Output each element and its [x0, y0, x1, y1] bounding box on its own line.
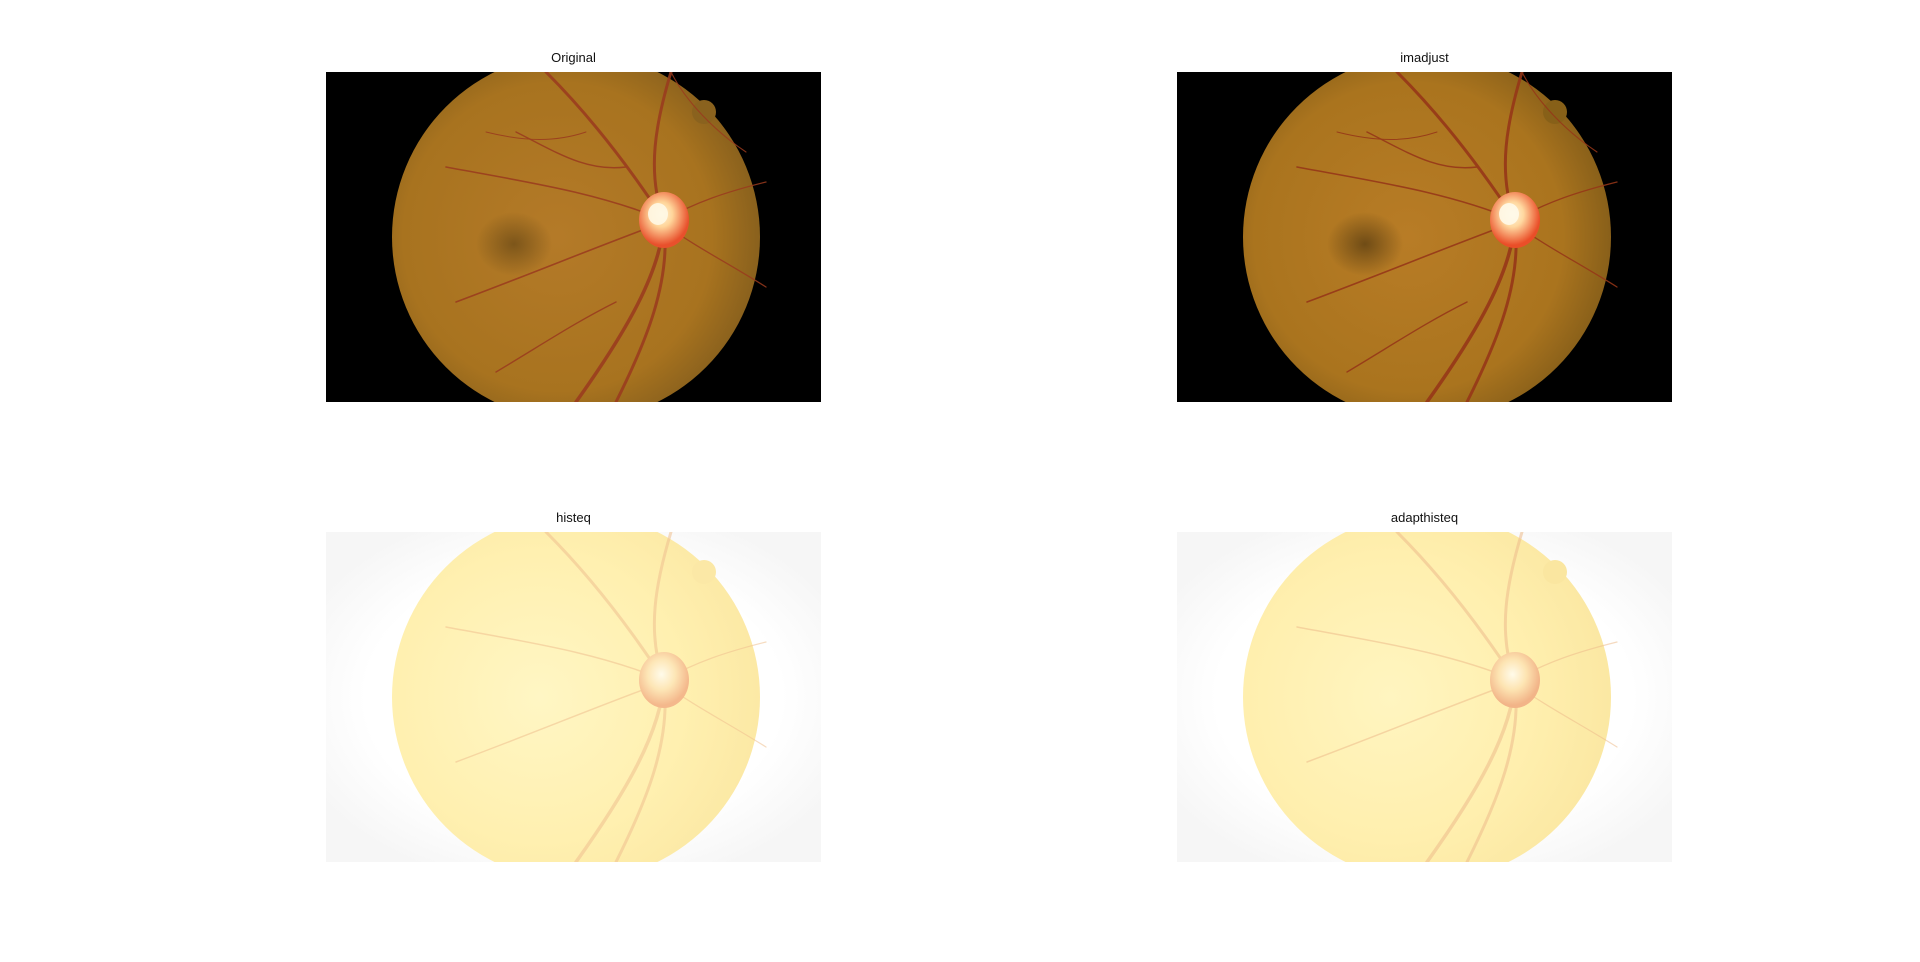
optic-disc [639, 652, 689, 708]
optic-disc [1490, 652, 1540, 708]
panel-title: adapthisteq [1390, 510, 1459, 525]
fundus-disc [1243, 532, 1611, 862]
fundus-image-original [326, 72, 821, 402]
fundus-image-svg [1177, 72, 1672, 402]
fundus-disc [392, 532, 760, 862]
panel-adapthisteq: adapthisteq [1177, 510, 1672, 862]
macula [476, 212, 552, 276]
fundus-image-adapthisteq [1177, 532, 1672, 862]
panel-histeq: histeq [326, 510, 821, 862]
fundus-disc [1243, 72, 1611, 402]
macula [1327, 212, 1403, 276]
panel-title: Original [551, 50, 596, 65]
fundus-image-histeq [326, 532, 821, 862]
fundus-image-svg [326, 532, 821, 862]
panel-imadjust: imadjust [1177, 50, 1672, 402]
panel-original: Original [326, 50, 821, 402]
fundus-image-svg [326, 72, 821, 402]
panel-title: histeq [556, 510, 591, 525]
fundus-image-imadjust [1177, 72, 1672, 402]
panel-title: imadjust [1400, 50, 1449, 65]
fundus-image-svg [1177, 532, 1672, 862]
fundus-disc [392, 72, 760, 402]
